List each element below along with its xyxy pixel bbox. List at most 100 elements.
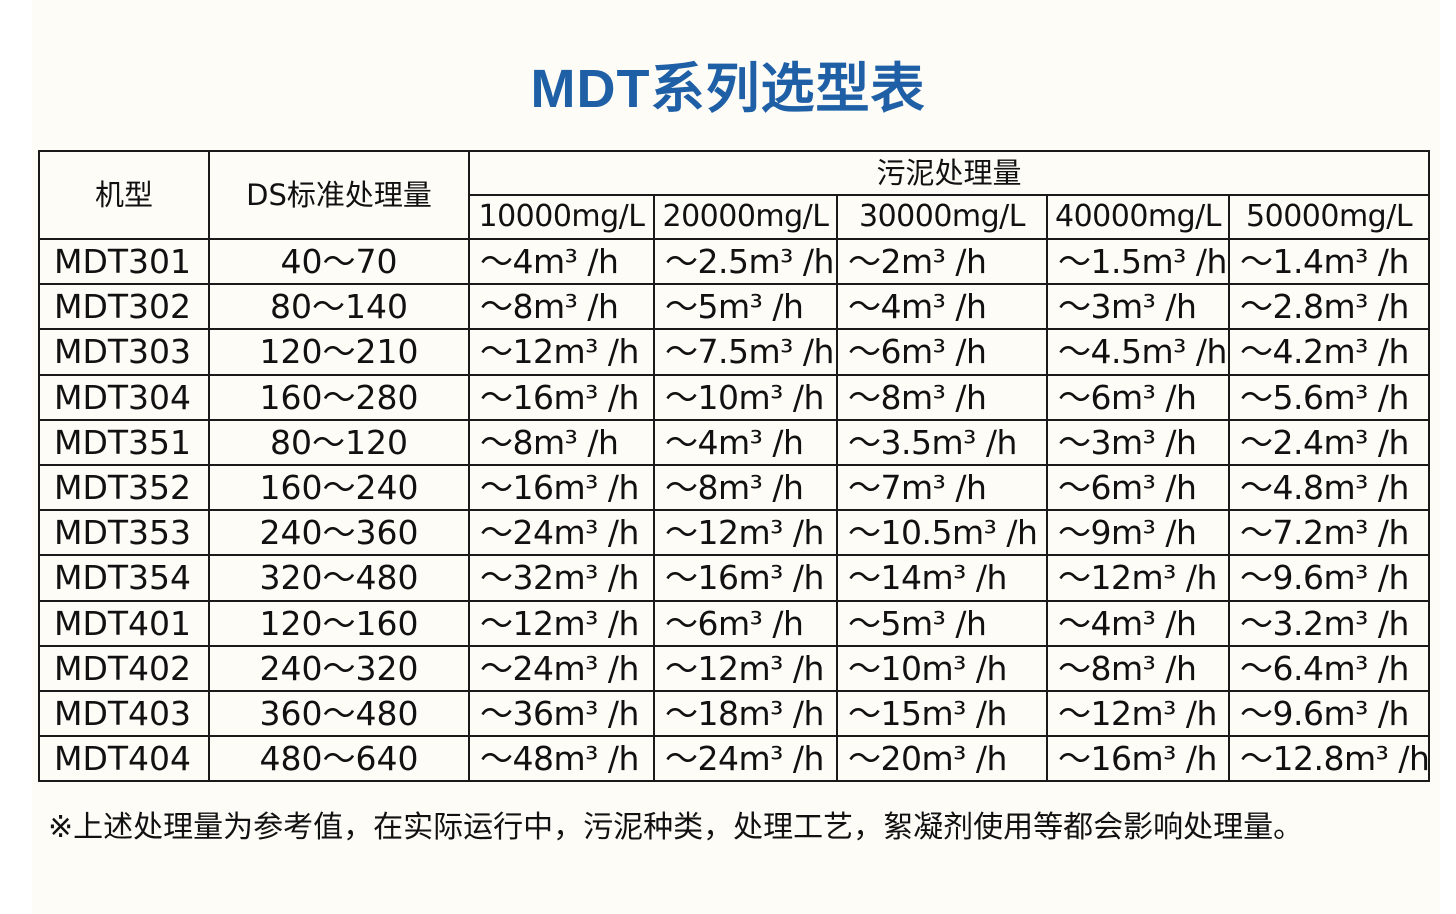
sludge-capacity-cell: ～1.4m³ /h (1227, 237, 1431, 286)
model-cell: MDT302 (38, 283, 210, 331)
sludge-capacity-cell: ～15m³ /h (836, 689, 1048, 738)
sludge-capacity-cell: ～4m³ /h (468, 237, 655, 286)
table-row: MDT404 480～640 ～48m³ /h ～24m³ /h ～20m³ /h ～16… (38, 735, 1431, 783)
header-concentration: 50000mg/L (1227, 194, 1431, 240)
ds-capacity-cell: 80～140 (208, 283, 470, 331)
ds-capacity-cell: 160～280 (208, 373, 470, 421)
sludge-capacity-cell: ～7.2m³ /h (1227, 509, 1431, 557)
sludge-capacity-cell: ～12m³ /h (468, 599, 655, 647)
sludge-capacity-cell: ～1.5m³ /h (1046, 237, 1230, 286)
sludge-capacity-cell: ～16m³ /h (468, 373, 655, 421)
sludge-capacity-cell: ～10.5m³ /h (836, 509, 1048, 557)
table-row: MDT403 360～480 ～36m³ /h ～18m³ /h ～15m³ /h ～12… (38, 689, 1431, 738)
sludge-capacity-cell: ～7m³ /h (836, 463, 1048, 512)
sludge-capacity-cell: ～12m³ /h (468, 328, 655, 376)
sludge-capacity-cell: ～14m³ /h (836, 554, 1048, 602)
sludge-capacity-cell: ～10m³ /h (653, 373, 838, 421)
table-row: MDT352 160～240 ～16m³ /h ～8m³ /h ～7m³ /h ～6m³ … (38, 463, 1431, 512)
sludge-capacity-cell: ～9.6m³ /h (1227, 554, 1431, 602)
sludge-capacity-cell: ～20m³ /h (836, 735, 1048, 783)
model-cell: MDT401 (38, 599, 210, 647)
sludge-capacity-cell: ～8m³ /h (468, 283, 655, 331)
header-concentration: 30000mg/L (836, 194, 1048, 240)
model-cell: MDT351 (38, 418, 210, 466)
ds-capacity-cell: 320～480 (208, 554, 470, 602)
sludge-capacity-cell: ～4.2m³ /h (1227, 328, 1431, 376)
sludge-capacity-cell: ～2.4m³ /h (1227, 418, 1431, 466)
sludge-capacity-cell: ～6m³ /h (1046, 463, 1230, 512)
ds-capacity-cell: 80～120 (208, 418, 470, 466)
table-row: MDT303 120～210 ～12m³ /h ～7.5m³ /h ～6m³ /h ～4.… (38, 328, 1431, 376)
table-row: MDT353 240～360 ～24m³ /h ～12m³ /h ～10.5m³ /h ～… (38, 509, 1431, 557)
sludge-capacity-cell: ～4m³ /h (836, 283, 1048, 331)
header-concentration: 40000mg/L (1046, 194, 1230, 240)
sludge-capacity-cell: ～12m³ /h (653, 644, 838, 692)
sludge-capacity-cell: ～4m³ /h (1046, 599, 1230, 647)
ds-capacity-cell: 360～480 (208, 689, 470, 738)
sludge-capacity-cell: ～6.4m³ /h (1227, 644, 1431, 692)
sludge-capacity-cell: ～32m³ /h (468, 554, 655, 602)
sludge-capacity-cell: ～12m³ /h (1046, 689, 1230, 738)
sludge-capacity-cell: ～6m³ /h (653, 599, 838, 647)
sludge-capacity-cell: ～4.5m³ /h (1046, 328, 1230, 376)
model-cell: MDT402 (38, 644, 210, 692)
sludge-capacity-cell: ～12m³ /h (1046, 554, 1230, 602)
sludge-capacity-cell: ～24m³ /h (468, 509, 655, 557)
sludge-capacity-cell: ～3m³ /h (1046, 418, 1230, 466)
selection-table: 机型 DS标准处理量 污泥处理量 10000mg/L 20000mg/L 300… (38, 150, 1431, 783)
sludge-capacity-cell: ～7.5m³ /h (653, 328, 838, 376)
table-row: MDT304 160～280 ～16m³ /h ～10m³ /h ～8m³ /h ～6m³… (38, 373, 1431, 421)
model-cell: MDT301 (38, 237, 210, 286)
footnote: ※上述处理量为参考值，在实际运行中，污泥种类，处理工艺，絮凝剂使用等都会影响处理… (48, 810, 1304, 845)
sludge-capacity-cell: ～16m³ /h (1046, 735, 1230, 783)
ds-capacity-cell: 240～320 (208, 644, 470, 692)
model-cell: MDT352 (38, 463, 210, 512)
sludge-capacity-cell: ～9m³ /h (1046, 509, 1230, 557)
sludge-capacity-cell: ～2.8m³ /h (1227, 283, 1431, 331)
ds-capacity-cell: 40～70 (208, 237, 470, 286)
sludge-capacity-cell: ～8m³ /h (653, 463, 838, 512)
sludge-capacity-cell: ～12m³ /h (653, 509, 838, 557)
table-row: MDT354 320～480 ～32m³ /h ～16m³ /h ～14m³ /h ～12… (38, 554, 1431, 602)
sludge-capacity-cell: ～5.6m³ /h (1227, 373, 1431, 421)
sludge-capacity-cell: ～3.5m³ /h (836, 418, 1048, 466)
sludge-capacity-cell: ～8m³ /h (836, 373, 1048, 421)
sludge-capacity-cell: ～5m³ /h (653, 283, 838, 331)
table-row: MDT301 40～70 ～4m³ /h ～2.5m³ /h ～2m³ /h ～1.5m³… (38, 237, 1431, 286)
sludge-capacity-cell: ～3.2m³ /h (1227, 599, 1431, 647)
sludge-capacity-cell: ～10m³ /h (836, 644, 1048, 692)
model-cell: MDT353 (38, 509, 210, 557)
header-sludge-capacity: 污泥处理量 (467, 150, 1431, 196)
sludge-capacity-cell: ～24m³ /h (468, 644, 655, 692)
sludge-capacity-cell: ～16m³ /h (653, 554, 838, 602)
sludge-capacity-cell: ～12.8m³ /h (1227, 735, 1431, 783)
ds-capacity-cell: 120～210 (208, 328, 470, 376)
header-ds-capacity: DS标准处理量 (208, 150, 470, 240)
sludge-capacity-cell: ～4m³ /h (653, 418, 838, 466)
table-row: MDT402 240～320 ～24m³ /h ～12m³ /h ～10m³ /h ～8m… (38, 644, 1431, 692)
sludge-capacity-cell: ～48m³ /h (468, 735, 655, 783)
ds-capacity-cell: 480～640 (208, 735, 470, 783)
model-cell: MDT303 (38, 328, 210, 376)
model-cell: MDT404 (38, 735, 210, 783)
sludge-capacity-cell: ～16m³ /h (468, 463, 655, 512)
model-cell: MDT354 (38, 554, 210, 602)
model-cell: MDT403 (38, 689, 210, 738)
sludge-capacity-cell: ～8m³ /h (1046, 644, 1230, 692)
sludge-capacity-cell: ～9.6m³ /h (1227, 689, 1431, 738)
ds-capacity-cell: 160～240 (208, 463, 470, 512)
sludge-capacity-cell: ～36m³ /h (468, 689, 655, 738)
sludge-capacity-cell: ～24m³ /h (653, 735, 838, 783)
header-row-2: 10000mg/L 20000mg/L 30000mg/L 40000mg/L … (39, 194, 1431, 240)
model-cell: MDT304 (38, 373, 210, 421)
table-row: MDT401 120～160 ～12m³ /h ～6m³ /h ～5m³ /h ～4m³ … (38, 599, 1431, 647)
sludge-capacity-cell: ～2m³ /h (836, 237, 1048, 286)
page-title: MDT系列选型表 (530, 59, 926, 119)
sludge-capacity-cell: ～5m³ /h (836, 599, 1048, 647)
sludge-capacity-cell: ～6m³ /h (836, 328, 1048, 376)
header-row-1: 机型 DS标准处理量 污泥处理量 (38, 150, 1431, 240)
header-concentration: 20000mg/L (653, 194, 838, 240)
sludge-capacity-cell: ～3m³ /h (1046, 283, 1230, 331)
sludge-capacity-cell: ～18m³ /h (653, 689, 838, 738)
header-concentration: 10000mg/L (468, 194, 655, 240)
